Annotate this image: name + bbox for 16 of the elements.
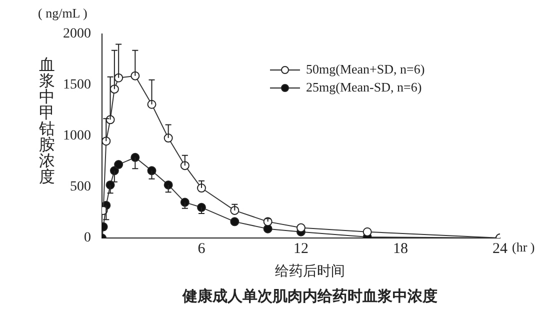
x-tick-label: 6 — [198, 240, 206, 257]
x-axis-title: 给药后时间 — [275, 264, 345, 280]
y-tick-label: 1000 — [63, 128, 91, 144]
y-tick-label: 1500 — [63, 78, 91, 93]
y-tick-label: 2000 — [63, 26, 91, 42]
legend-label: 25mg(Mean-SD, n=6) — [306, 79, 422, 94]
text: ( ng/mL ) — [38, 5, 88, 20]
x-tick-label: 12 — [294, 240, 308, 257]
legend-label: 50mg(Mean+SD, n=6) — [306, 61, 425, 76]
y-tick-label: 500 — [70, 180, 91, 195]
y-axis-title: 血浆中甲钴胺浓度 — [38, 55, 55, 186]
x-tick-label: 24 — [492, 240, 508, 257]
y-tick-label: 0 — [84, 230, 91, 246]
x-tick-label: 18 — [393, 240, 408, 257]
text: (hr ) — [512, 239, 535, 254]
text: 健康成人单次肌肉内给药时血浆中浓度 — [182, 286, 438, 305]
